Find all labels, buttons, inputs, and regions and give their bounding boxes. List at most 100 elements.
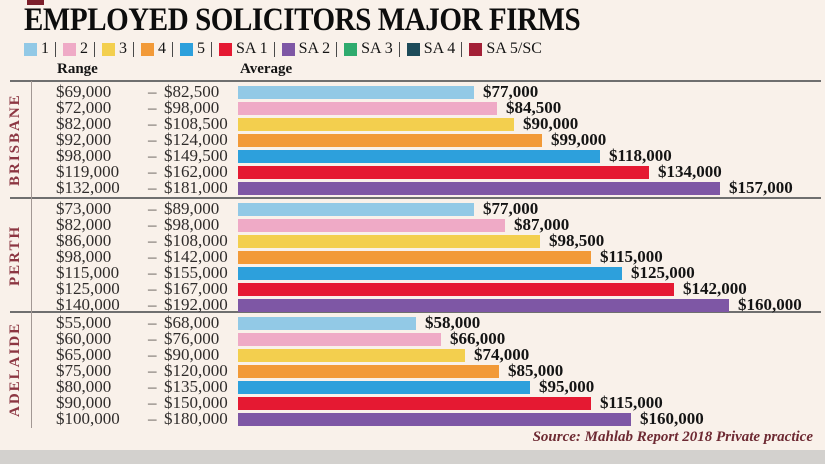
salary-row: $90,000 – $150,000 $115,000 xyxy=(31,393,825,413)
range-low-value: $65,000 xyxy=(56,345,112,364)
range-low-value: $140,000 xyxy=(56,295,120,314)
salary-row: $80,000 – $135,000 $95,000 xyxy=(31,377,825,397)
range-low-value: $119,000 xyxy=(56,162,120,181)
range-low-value: $69,000 xyxy=(56,82,112,101)
salary-row: $55,000 – $68,000 $58,000 xyxy=(31,313,825,332)
bar-track: $125,000 xyxy=(238,263,825,283)
salary-row: $72,000 – $98,000 $84,500 xyxy=(31,98,825,117)
average-value-label: $98,500 xyxy=(549,231,605,250)
city-label: BRISBANE xyxy=(7,93,23,186)
range-high-value: $180,000 xyxy=(164,409,228,428)
range-low-value: $98,000 xyxy=(56,247,112,266)
range-low-value: $115,000 xyxy=(56,263,120,282)
header-rule xyxy=(10,80,821,82)
average-salary-bar xyxy=(238,101,497,115)
salary-row: $132,000 – $181,000 $157,000 xyxy=(31,178,825,197)
range-low-value: $72,000 xyxy=(56,98,112,117)
section-divider xyxy=(10,197,821,199)
range-low-value: $98,000 xyxy=(56,146,112,165)
legend-label: SA 5/SC xyxy=(486,40,542,57)
range-high-value: $155,000 xyxy=(164,263,228,282)
salary-row: $98,000 – $149,500 $118,000 xyxy=(31,146,825,166)
average-salary-bar xyxy=(238,234,540,248)
average-salary-bar xyxy=(238,181,720,195)
legend-label: SA 1 xyxy=(236,40,268,57)
section-rows: $69,000 – $82,500 $77,000 $72,000 – $98,… xyxy=(31,82,825,197)
section-divider xyxy=(10,311,821,313)
city-label-divider-line xyxy=(31,81,32,428)
legend-item: 2 xyxy=(63,40,102,58)
average-value-label: $99,000 xyxy=(551,130,607,149)
average-salary-bar xyxy=(238,316,416,330)
average-value-label: $157,000 xyxy=(729,178,793,197)
legend-item: SA 3 xyxy=(344,40,407,58)
average-salary-bar xyxy=(238,266,622,280)
legend-color-swatch xyxy=(180,42,193,56)
legend-item: SA 5/SC xyxy=(469,40,542,58)
range-dash: – xyxy=(148,215,157,234)
bar-track: $134,000 xyxy=(238,162,825,182)
chart-title: EMPLOYED SOLICITORS MAJOR FIRMS xyxy=(24,2,581,38)
bar-track: $118,000 xyxy=(238,146,825,166)
average-value-label: $84,500 xyxy=(506,98,562,117)
range-high-value: $108,500 xyxy=(164,114,228,133)
range-dash: – xyxy=(148,393,157,412)
bar-track: $87,000 xyxy=(238,215,825,235)
salary-row: $65,000 – $90,000 $74,000 xyxy=(31,345,825,364)
legend-item: 4 xyxy=(141,40,180,58)
legend-label: SA 2 xyxy=(298,40,331,57)
source-note: Source: Mahlab Report 2018 Private pract… xyxy=(532,429,813,445)
range-high-value: $192,000 xyxy=(164,295,228,314)
section-rows: $73,000 – $89,000 $77,000 $82,000 – $98,… xyxy=(31,199,825,314)
range-high-value: $98,000 xyxy=(164,215,220,234)
range-high-value: $167,000 xyxy=(164,279,228,298)
range-high-value: $98,000 xyxy=(164,98,220,117)
average-salary-bar xyxy=(238,218,505,232)
range-high-value: $120,000 xyxy=(164,361,228,380)
salary-row: $92,000 – $124,000 $99,000 xyxy=(31,130,825,149)
average-value-label: $115,000 xyxy=(600,247,663,266)
city-label: PERTH xyxy=(7,224,23,286)
bar-track: $160,000 xyxy=(238,409,825,429)
bar-track: $160,000 xyxy=(238,295,825,315)
range-dash: – xyxy=(148,295,157,314)
average-salary-bar xyxy=(238,332,441,346)
average-value-label: $160,000 xyxy=(738,295,802,314)
bar-track: $115,000 xyxy=(238,393,825,413)
average-salary-bar xyxy=(238,298,729,312)
section-rows: $55,000 – $68,000 $58,000 $60,000 – $76,… xyxy=(31,313,825,429)
range-high-value: $149,500 xyxy=(164,146,228,165)
bar-track: $142,000 xyxy=(238,279,825,299)
bar-track: $95,000 xyxy=(238,377,825,397)
range-dash: – xyxy=(148,231,157,250)
legend-label: 3 xyxy=(119,40,127,57)
average-salary-bar xyxy=(238,149,600,163)
average-value-label: $90,000 xyxy=(523,114,579,133)
range-dash: – xyxy=(148,279,157,298)
average-salary-bar xyxy=(238,117,514,131)
range-dash: – xyxy=(148,130,157,149)
range-low-value: $82,000 xyxy=(56,215,112,234)
range-high-value: $108,000 xyxy=(164,231,228,250)
range-high-value: $76,000 xyxy=(164,329,220,348)
legend-item: 5 xyxy=(180,40,219,58)
range-low-value: $90,000 xyxy=(56,393,112,412)
average-value-label: $58,000 xyxy=(425,313,481,332)
range-high-value: $68,000 xyxy=(164,313,220,332)
legend-color-swatch xyxy=(24,42,37,56)
average-value-label: $85,000 xyxy=(508,361,564,380)
range-high-value: $89,000 xyxy=(164,199,220,218)
average-salary-bar xyxy=(238,348,465,362)
legend-label: SA 3 xyxy=(361,40,393,57)
range-low-value: $92,000 xyxy=(56,130,112,149)
range-dash: – xyxy=(148,162,157,181)
range-dash: – xyxy=(148,313,157,332)
salary-row: $82,000 – $98,000 $87,000 xyxy=(31,215,825,235)
range-low-value: $75,000 xyxy=(56,361,112,380)
bar-track: $115,000 xyxy=(238,247,825,267)
range-dash: – xyxy=(148,146,157,165)
range-high-value: $124,000 xyxy=(164,130,228,149)
range-low-value: $55,000 xyxy=(56,313,112,332)
range-dash: – xyxy=(148,247,157,266)
legend-item: 1 xyxy=(24,40,63,58)
